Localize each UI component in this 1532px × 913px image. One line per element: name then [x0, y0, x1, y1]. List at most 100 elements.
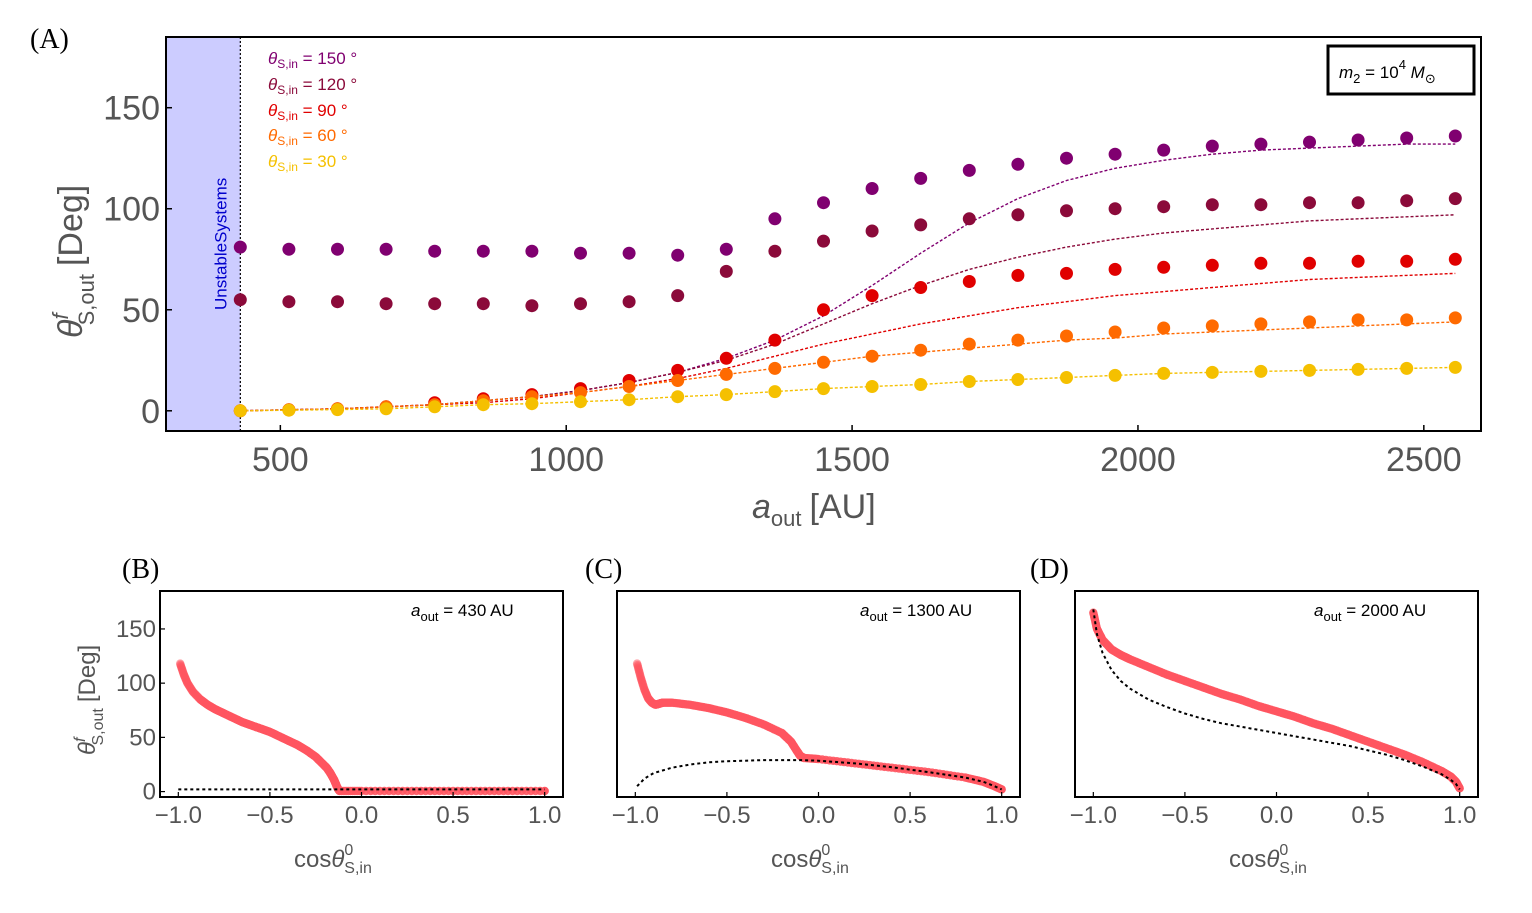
point-60: [1254, 317, 1268, 331]
point-120: [1011, 208, 1025, 222]
x-tick-label: 1.0: [1443, 802, 1476, 829]
point-120: [1303, 196, 1316, 210]
x-tick-label: −0.5: [703, 802, 750, 829]
point-30: [1011, 373, 1025, 386]
point-30: [1108, 368, 1122, 382]
point-120: [671, 289, 685, 303]
point-30: [622, 393, 636, 407]
plot-frame-c: [616, 590, 1021, 798]
unstable-systems-label: UnstableSystems: [211, 178, 230, 310]
x-tick-label: 0.0: [802, 802, 835, 829]
point-150: [768, 212, 782, 226]
point-120: [1060, 204, 1073, 218]
point-30: [574, 395, 587, 409]
point-90: [1303, 256, 1316, 270]
point-60: [1157, 321, 1171, 335]
point-30: [1254, 364, 1268, 378]
x-tick-label: 0.5: [1351, 802, 1384, 829]
theory-curves-a: [240, 143, 1456, 412]
point-30: [233, 404, 247, 418]
theory-curve-30: [240, 366, 1456, 412]
y-tick-label: 150: [116, 616, 156, 643]
point-150: [331, 242, 344, 256]
point-150: [671, 248, 685, 262]
panel-label-d: (D): [1030, 554, 1069, 585]
point-60: [1400, 313, 1414, 327]
point-120: [622, 295, 636, 309]
x-tick-label: −1.0: [1070, 802, 1117, 829]
point-30: [1157, 366, 1171, 380]
point-60: [768, 361, 782, 375]
point-30: [1400, 361, 1414, 375]
data-points-b: [176, 659, 549, 796]
theory-line: [1092, 609, 1461, 790]
point-120: [962, 212, 976, 226]
point-90: [865, 289, 879, 303]
point-60: [865, 349, 879, 363]
point-150: [1060, 151, 1073, 165]
x-tick-label: 0.5: [893, 802, 926, 829]
point-120: [1108, 202, 1122, 216]
theory-curve-60: [240, 321, 1456, 412]
mass-label-box: [1326, 44, 1476, 96]
point-30: [962, 375, 976, 388]
point-90: [1351, 254, 1365, 268]
point-150: [962, 163, 976, 177]
x-tick-label-a: 2500: [1386, 441, 1462, 479]
x-tick-label: 1.0: [528, 802, 561, 829]
point-150: [1448, 129, 1462, 143]
point-150: [622, 246, 636, 260]
data-points-a: [233, 129, 1462, 418]
point-30: [1448, 360, 1462, 374]
point-30: [1351, 362, 1365, 376]
point-120: [719, 264, 733, 278]
panel-label-a: (A): [30, 24, 69, 55]
x-tick-label-a: 500: [252, 441, 309, 479]
point-30: [865, 380, 879, 393]
point-150: [525, 244, 539, 258]
x-axis-label-a: aout [AU]: [752, 488, 876, 531]
point-90: [719, 351, 733, 365]
point-30: [817, 382, 830, 396]
unstable-region: [166, 37, 241, 431]
point-30: [476, 398, 490, 412]
panel-label-c: (C): [585, 554, 622, 585]
point-90: [817, 303, 830, 317]
point-30: [1205, 365, 1219, 379]
panel-label-b: (B): [122, 554, 159, 585]
point-150: [574, 246, 587, 260]
theory-curve-120: [240, 214, 1456, 412]
point-150: [428, 244, 442, 258]
point-60: [671, 374, 685, 387]
point-150: [282, 242, 296, 256]
x-tick-label: −0.5: [1161, 802, 1208, 829]
point-120: [331, 295, 344, 309]
panel-a: UnstableSystems 500 1000 1500 2000 2500 0 50 10…: [48, 36, 1482, 531]
point-30: [379, 402, 393, 416]
point-150: [476, 244, 490, 258]
plot-frame-b: [159, 590, 564, 798]
point-90: [768, 333, 782, 347]
theory-line: [636, 759, 1003, 791]
point-90: [1400, 254, 1414, 268]
point-30: [331, 403, 344, 417]
point-150: [1254, 137, 1268, 151]
point-150: [1303, 135, 1316, 149]
point-60: [622, 380, 636, 393]
point-120: [768, 244, 782, 258]
point-120: [914, 218, 928, 232]
legend-a: θS,in = 150 ° θS,in = 120 ° θS,in = 90 °…: [268, 49, 357, 174]
point-90: [1254, 256, 1268, 270]
panel-b: −1.0 −0.5 0.0 0.5 1.0 0 50 100 150 aout = 430 AU…: [72, 590, 564, 877]
point-60: [962, 337, 976, 351]
axis-ticks-a: 500 1000 1500 2000 2500 0 50 100 150: [103, 90, 1461, 479]
point-120: [1448, 192, 1462, 206]
y-tick-label: 50: [129, 724, 156, 751]
point-120: [817, 234, 830, 248]
x-tick-label: −1.0: [612, 802, 659, 829]
x-tick-label-a: 1500: [814, 441, 890, 479]
point-30: [671, 390, 685, 404]
point-60: [1448, 311, 1462, 325]
x-tick-label-a: 2000: [1100, 441, 1176, 479]
point-30: [525, 397, 539, 411]
